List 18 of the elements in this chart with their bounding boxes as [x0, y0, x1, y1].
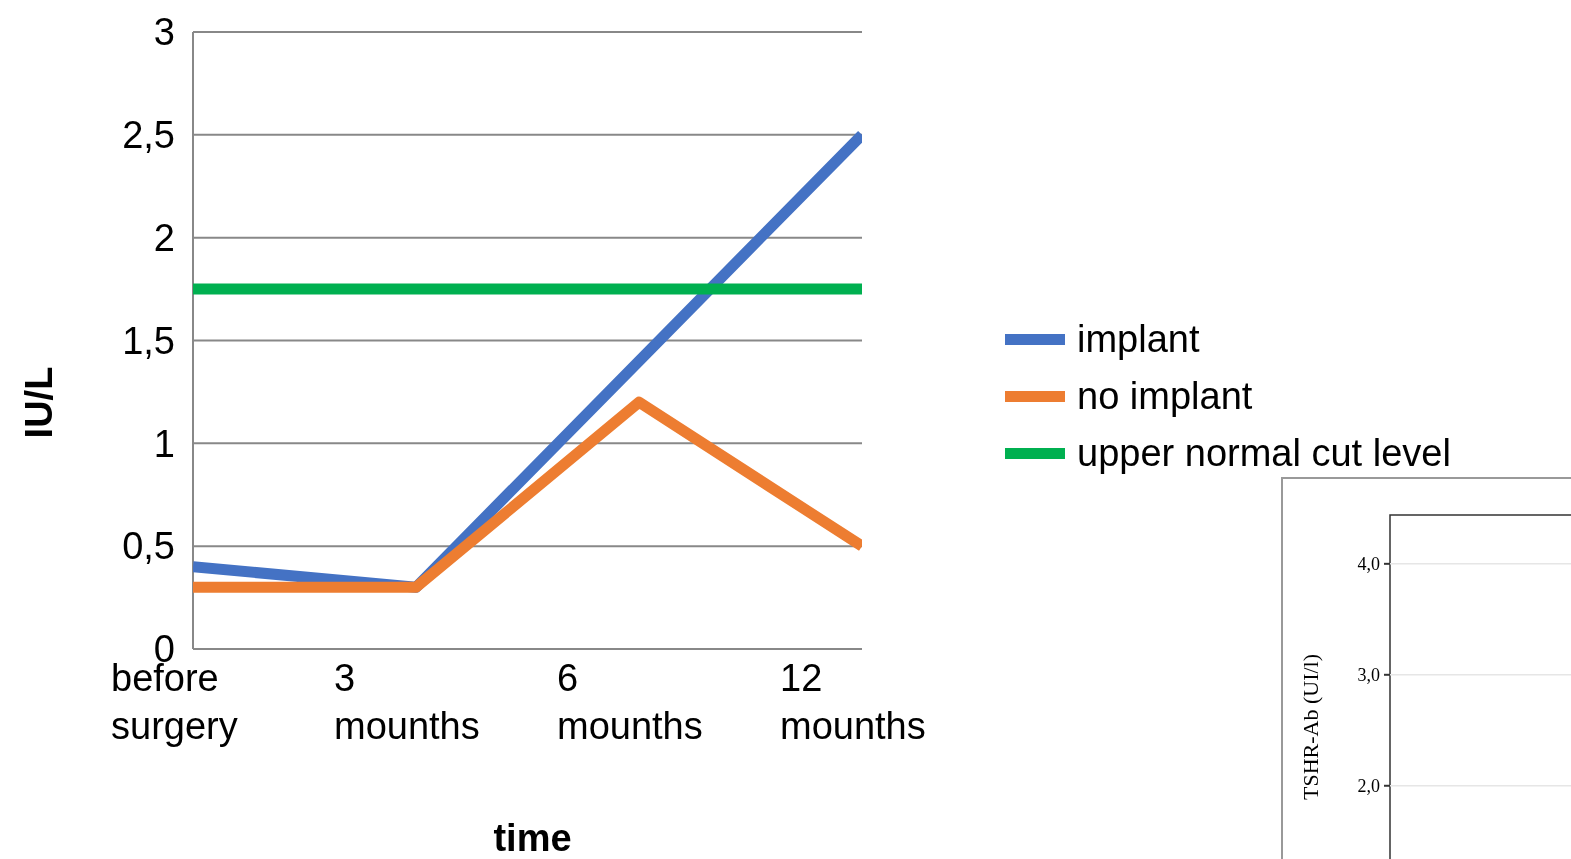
legend-label: no implant — [1077, 375, 1253, 418]
x-tick-label: 6 mounths — [557, 657, 703, 747]
x-tick-label: 12 mounths — [780, 657, 926, 747]
y-tick-label: 1,5 — [122, 319, 175, 362]
x-axis-title: time — [493, 817, 572, 859]
y-tick-label: 2,5 — [122, 114, 175, 157]
y-tick-label: 1 — [153, 422, 175, 465]
x-tick-label: 3 mounths — [334, 657, 480, 747]
y-tick-label: 3 — [153, 11, 175, 54]
y-axis-title: TSHR-Ab (UI/l) — [1298, 653, 1323, 801]
y-tick-label: 0,5 — [122, 525, 175, 568]
y-axis-title: IU/L — [18, 366, 60, 439]
y-tick-label: 3,0 — [1357, 665, 1380, 686]
y-tick-label: 2 — [153, 216, 175, 259]
legend-label: upper normal cut level — [1077, 432, 1451, 475]
y-tick-label: 2,0 — [1357, 776, 1380, 797]
y-tick-label: 4,0 — [1357, 554, 1380, 575]
legend-label: implant — [1077, 318, 1200, 361]
